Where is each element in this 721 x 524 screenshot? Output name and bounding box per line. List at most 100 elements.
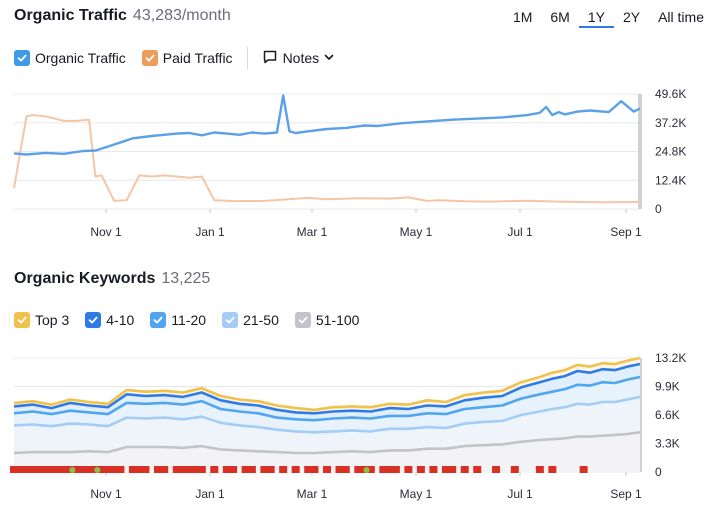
- note-flag-icon: [448, 466, 457, 473]
- checkbox-icon[interactable]: [14, 50, 30, 66]
- note-marker-icon: [94, 467, 101, 473]
- legend-4-10[interactable]: 4-10: [85, 312, 134, 328]
- note-flag-icon: [153, 466, 162, 473]
- series-line-paid-traffic: [13, 114, 641, 204]
- note-flag-icon: [222, 466, 231, 473]
- checkbox-icon[interactable]: [222, 312, 239, 328]
- legend-11-20[interactable]: 11-20: [150, 312, 206, 328]
- series-line-51-100: [13, 431, 641, 455]
- y-tick-label: 24.8K: [655, 145, 686, 159]
- note-flag-icon: [391, 466, 400, 473]
- note-flag-icon: [416, 466, 425, 473]
- keywords-legend: Top 3 4-10 11-20 21-50 51-100: [14, 312, 375, 328]
- x-tick-label: Jan 1: [195, 487, 225, 501]
- note-flag-icon: [135, 466, 144, 473]
- organic-keywords-title: Organic Keywords 13,225: [14, 270, 210, 288]
- organic-keywords-chart: 13.2K 9.9K 6.6K 3.3K 0 Nov 1 Jan 1 Mar 1 May 1 Ju…: [10, 351, 686, 501]
- organic-keywords-title-text: Organic Keywords: [14, 270, 156, 287]
- note-marker-icon: [69, 467, 76, 473]
- note-marker-icon: [363, 467, 370, 473]
- note-flag-icon: [116, 466, 125, 473]
- legend-organic-traffic[interactable]: Organic Traffic: [14, 50, 126, 66]
- note-flag-icon: [354, 466, 363, 473]
- note-flag-icon: [197, 466, 206, 473]
- checkbox-icon[interactable]: [294, 312, 311, 328]
- note-flag-icon: [310, 466, 319, 473]
- note-flag-icon: [279, 466, 288, 473]
- x-tick-label: Mar 1: [297, 487, 328, 501]
- series-line-top-3: [13, 356, 641, 412]
- note-flag-icon: [110, 466, 119, 473]
- legend-label: Top 3: [35, 312, 70, 328]
- series-line-21-50: [13, 395, 641, 434]
- organic-traffic-chart: 49.6K 37.2K 24.8K 12.4K 0 Nov 1 Jan 1 Mar 1 May …: [13, 87, 686, 239]
- legend-top-3[interactable]: Top 3: [14, 312, 69, 328]
- date-range-tabs: 1M 6M 1Y 2Y All time: [504, 8, 713, 28]
- note-flag-icon: [128, 466, 137, 473]
- chevron-down-icon: [323, 50, 335, 66]
- series-line-organic-traffic: [13, 94, 641, 156]
- legend-paid-traffic[interactable]: Paid Traffic: [141, 50, 233, 66]
- x-tick-label: Sep 1: [610, 225, 642, 239]
- note-flag-icon: [335, 466, 344, 473]
- note-flag-green-icon: [91, 466, 101, 473]
- series-line-4-10: [13, 362, 641, 415]
- y-tick-label: 13.2K: [655, 351, 686, 365]
- range-tab-1y[interactable]: 1Y: [578, 8, 614, 28]
- note-flag-icon: [160, 466, 169, 473]
- notes-button[interactable]: Notes: [262, 49, 336, 68]
- legend-label: 11-20: [171, 312, 207, 328]
- x-tick-label: May 1: [400, 225, 433, 239]
- note-flag-icon: [535, 466, 544, 473]
- range-tab-1m[interactable]: 1M: [512, 9, 533, 25]
- note-flag-icon: [16, 466, 25, 473]
- x-tick-label: Nov 1: [90, 487, 122, 501]
- note-flag-icon: [385, 466, 394, 473]
- note-flag-icon: [179, 466, 188, 473]
- note-flag-icon: [10, 466, 18, 473]
- range-tab-2y[interactable]: 2Y: [622, 9, 641, 25]
- y-tick-label: 6.6K: [655, 408, 680, 422]
- note-flag-icon: [53, 466, 62, 473]
- legend-divider: [246, 47, 248, 69]
- y-tick-label: 9.9K: [655, 380, 680, 394]
- series-line-11-20: [13, 375, 641, 422]
- organic-keywords-value: 13,225: [161, 270, 211, 287]
- note-flag-icon: [510, 466, 519, 473]
- note-flag-icon: [103, 466, 112, 473]
- note-flag-icon: [473, 466, 482, 473]
- note-flag-icon: [191, 466, 200, 473]
- x-tick-label: Jan 1: [195, 225, 225, 239]
- legend-51-100[interactable]: 51-100: [294, 312, 360, 328]
- checkbox-icon[interactable]: [14, 312, 30, 328]
- note-flag-icon: [291, 466, 300, 473]
- legend-label: 4-10: [106, 312, 135, 328]
- x-tick-label: May 1: [400, 487, 433, 501]
- checkbox-icon[interactable]: [150, 312, 167, 328]
- note-flag-icon: [379, 466, 388, 473]
- notes-icon: [262, 49, 278, 68]
- note-flag-icon: [172, 466, 181, 473]
- series-area-51-100: [14, 432, 640, 472]
- legend-21-50[interactable]: 21-50: [222, 312, 279, 328]
- x-tick-label: Mar 1: [297, 225, 328, 239]
- legend-label: 51-100: [315, 312, 360, 328]
- y-tick-label: 37.2K: [655, 116, 686, 130]
- y-tick-label: 0: [655, 202, 662, 216]
- note-flag-icon: [60, 466, 69, 473]
- note-flag-icon: [404, 466, 413, 473]
- range-tab-6m[interactable]: 6M: [550, 9, 570, 25]
- note-flag-icon: [366, 466, 375, 473]
- range-tab-all-time[interactable]: All time: [658, 9, 704, 25]
- note-flag-icon: [141, 466, 150, 473]
- y-tick-label: 49.6K: [655, 87, 686, 101]
- checkbox-icon[interactable]: [141, 50, 158, 66]
- legend-label: Paid Traffic: [162, 50, 233, 66]
- checkbox-icon[interactable]: [85, 312, 102, 328]
- x-tick-label: Sep 1: [610, 487, 642, 501]
- note-flag-icon: [323, 466, 331, 473]
- y-tick-label: 0: [655, 465, 662, 479]
- note-flag-icon: [229, 466, 238, 473]
- legend-label: 21-50: [243, 312, 279, 328]
- x-tick-label: Jul 1: [507, 225, 533, 239]
